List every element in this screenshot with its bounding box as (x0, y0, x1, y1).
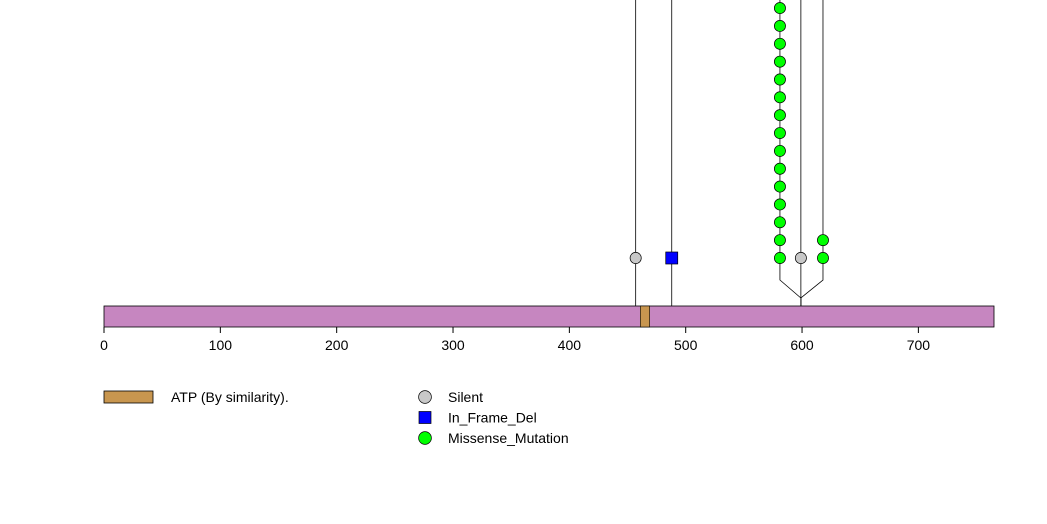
protein-track (103, 305, 995, 328)
protein-bar (103, 305, 995, 328)
stems-layer (635, 0, 824, 327)
mutation-marker (773, 144, 786, 157)
legend-mutation-label: Missense_Mutation (448, 430, 569, 446)
mutation-marker (773, 20, 786, 32)
mutation-marker (773, 180, 786, 193)
mutation-marker (773, 55, 786, 68)
mutation-marker (773, 2, 786, 15)
mutation-marker (817, 252, 829, 264)
x-tick-label: 600 (790, 337, 814, 353)
x-tick-label: 500 (674, 337, 698, 353)
mutation-marker (773, 109, 786, 122)
legend-mutation-label: In_Frame_Del (448, 410, 537, 426)
x-tick-label: 400 (558, 337, 582, 353)
mutation-marker (773, 162, 786, 175)
mutation-marker (773, 127, 786, 140)
mutation-marker (773, 216, 786, 229)
mutation-marker (773, 234, 786, 247)
legend-mutation-label: Silent (448, 389, 483, 405)
x-tick-label: 0 (100, 337, 108, 353)
x-tick-label: 100 (209, 337, 233, 353)
mutation-marker (817, 234, 829, 247)
mutation-marker (629, 252, 642, 264)
domain-block (640, 305, 650, 328)
legend: ATP (By similarity). Silent In_Frame_Del Mi… (103, 389, 569, 446)
x-tick-label: 700 (907, 337, 931, 353)
mutation-marker (773, 37, 786, 50)
legend-domain-label: ATP (By similarity). (171, 389, 289, 405)
mutation-marker (794, 252, 807, 264)
x-tick-label: 200 (325, 337, 349, 353)
mutation-marker (773, 91, 786, 104)
legend-mutation-symbol (418, 431, 432, 445)
markers-layer (629, 2, 829, 265)
legend-mutation-symbol (418, 390, 432, 404)
mutation-marker (665, 251, 679, 265)
x-tick-label: 300 (441, 337, 465, 353)
x-axis: 0 100 200 300 400 500 600 700 (100, 327, 930, 353)
mutation-marker (773, 198, 786, 211)
mutation-marker (773, 73, 786, 86)
legend-domain-swatch (103, 390, 154, 404)
legend-mutation-symbol (418, 411, 432, 424)
mutation-marker (773, 252, 786, 264)
